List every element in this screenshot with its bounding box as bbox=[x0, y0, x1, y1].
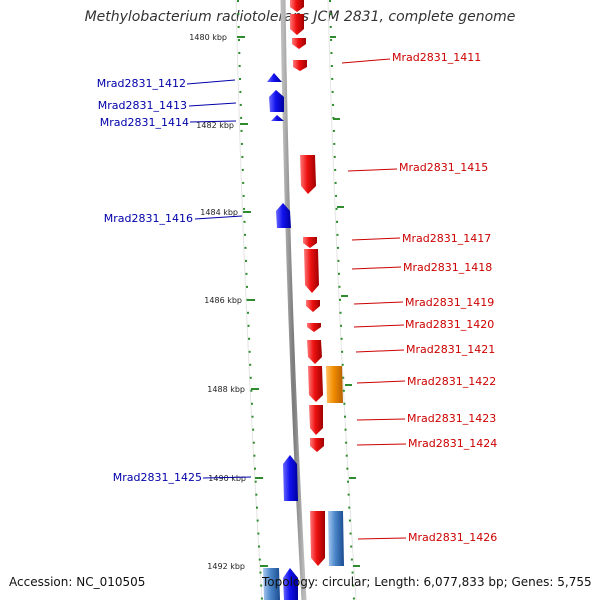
gene-feature-light-blue[interactable] bbox=[263, 568, 280, 600]
gene-label[interactable]: Mrad2831_1417 bbox=[402, 232, 491, 245]
major-ticks bbox=[237, 36, 360, 567]
outer-ring-right bbox=[327, 0, 357, 600]
gene-label[interactable]: Mrad2831_1423 bbox=[407, 412, 496, 425]
gene-feature-forward[interactable] bbox=[292, 38, 306, 49]
gene-feature-forward[interactable] bbox=[306, 300, 320, 312]
scale-labels: 1480 kbp 1482 kbp 1484 kbp 1486 kbp 1488… bbox=[189, 33, 246, 571]
gene-feature-rna[interactable] bbox=[326, 366, 343, 403]
reverse-gene-labels: Mrad2831_1412 Mrad2831_1413 Mrad2831_141… bbox=[97, 77, 202, 484]
gene-label[interactable]: Mrad2831_1421 bbox=[406, 343, 495, 356]
reverse-gene-features bbox=[263, 73, 298, 600]
outer-ring-left bbox=[235, 0, 263, 600]
scale-label: 1482 kbp bbox=[196, 121, 234, 130]
topology-text: Topology: circular; Length: 6,077,833 bp… bbox=[262, 575, 592, 589]
gene-feature-reverse[interactable] bbox=[271, 115, 284, 121]
forward-gene-features bbox=[290, 0, 344, 566]
tick-track-right bbox=[329, 0, 355, 600]
scale-label: 1490 kbp bbox=[208, 474, 246, 483]
gene-feature-forward[interactable] bbox=[310, 511, 325, 566]
gene-label[interactable]: Mrad2831_1412 bbox=[97, 77, 186, 90]
gene-label[interactable]: Mrad2831_1419 bbox=[405, 296, 494, 309]
scale-label: 1480 kbp bbox=[189, 33, 227, 42]
scale-label: 1486 kbp bbox=[204, 296, 242, 305]
gene-label[interactable]: Mrad2831_1422 bbox=[407, 375, 496, 388]
scale-label: 1488 kbp bbox=[207, 385, 245, 394]
forward-gene-labels: Mrad2831_1411 Mrad2831_1415 Mrad2831_141… bbox=[392, 51, 497, 544]
scale-label: 1484 kbp bbox=[200, 208, 238, 217]
gene-label[interactable]: Mrad2831_1413 bbox=[98, 99, 187, 112]
gene-label[interactable]: Mrad2831_1418 bbox=[403, 261, 492, 274]
gene-feature-forward[interactable] bbox=[307, 340, 322, 364]
gene-feature-forward[interactable] bbox=[300, 155, 316, 194]
gene-feature-forward[interactable] bbox=[309, 405, 323, 435]
accession-text: Accession: NC_010505 bbox=[9, 575, 146, 589]
gene-feature-forward[interactable] bbox=[308, 366, 323, 402]
gene-label[interactable]: Mrad2831_1425 bbox=[113, 471, 202, 484]
gene-feature-reverse[interactable] bbox=[283, 568, 298, 600]
gene-feature-reverse[interactable] bbox=[283, 455, 298, 501]
gene-feature-forward[interactable] bbox=[304, 249, 319, 293]
gene-feature-forward[interactable] bbox=[303, 237, 317, 248]
gene-label[interactable]: Mrad2831_1426 bbox=[408, 531, 497, 544]
gene-label[interactable]: Mrad2831_1414 bbox=[100, 116, 189, 129]
scale-label: 1492 kbp bbox=[207, 562, 245, 571]
gene-feature-reverse[interactable] bbox=[269, 90, 284, 112]
gene-label[interactable]: Mrad2831_1424 bbox=[408, 437, 497, 450]
genome-backbone bbox=[280, 0, 307, 600]
gene-feature-forward[interactable] bbox=[310, 438, 324, 452]
gene-label[interactable]: Mrad2831_1416 bbox=[104, 212, 193, 225]
gene-feature-forward[interactable] bbox=[290, 0, 304, 12]
gene-feature-forward[interactable] bbox=[293, 60, 307, 71]
gene-label[interactable]: Mrad2831_1415 bbox=[399, 161, 488, 174]
gene-label[interactable]: Mrad2831_1420 bbox=[405, 318, 494, 331]
gene-feature-reverse[interactable] bbox=[267, 73, 282, 82]
forward-leader-lines bbox=[341, 58, 407, 540]
gene-label[interactable]: Mrad2831_1411 bbox=[392, 51, 481, 64]
gene-feature-forward[interactable] bbox=[290, 14, 304, 35]
gene-feature-light-blue[interactable] bbox=[328, 511, 344, 566]
gene-feature-forward[interactable] bbox=[307, 323, 321, 332]
gene-feature-reverse[interactable] bbox=[276, 203, 291, 228]
reverse-leader-lines bbox=[186, 79, 252, 479]
